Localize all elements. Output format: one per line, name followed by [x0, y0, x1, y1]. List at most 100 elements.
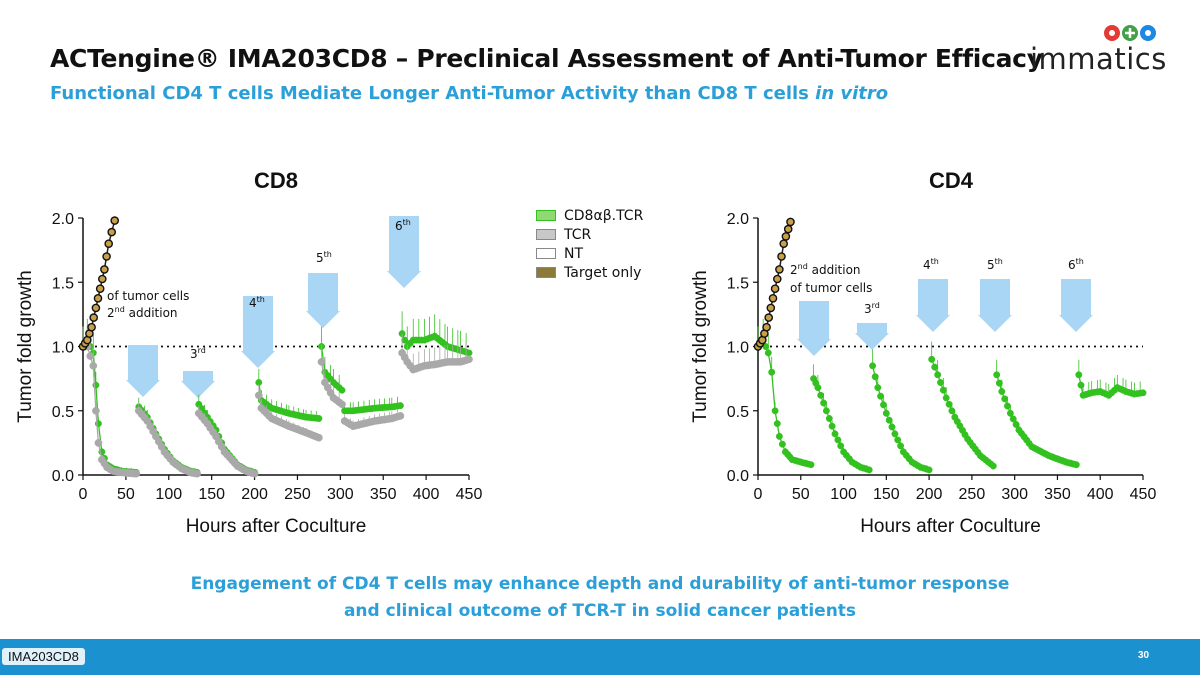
- data-point: [315, 415, 323, 422]
- data-point: [401, 336, 409, 344]
- data-point: [95, 284, 105, 293]
- data-point: [91, 303, 101, 313]
- data-point: [87, 322, 96, 332]
- subtitle-main: Functional CD4 T cells Mediate Longer An…: [50, 83, 816, 104]
- addition-label-line2: of tumor cells: [790, 281, 872, 295]
- legend-swatch: [536, 248, 556, 259]
- series-cd8tcr: [754, 318, 1147, 474]
- x-tick-label: 150: [198, 486, 225, 503]
- x-tick-label: 450: [1130, 486, 1157, 503]
- data-point: [89, 361, 98, 370]
- data-point: [775, 432, 783, 440]
- series-tcr: [79, 326, 473, 478]
- tumor-addition-arrow-icon: [855, 323, 889, 350]
- legend-swatch: [536, 267, 556, 278]
- x-tick-label: 450: [456, 486, 483, 503]
- data-point: [934, 371, 942, 379]
- series-cd8tcr: [79, 311, 473, 476]
- addition-label: 3rd: [864, 301, 880, 316]
- data-point: [882, 409, 890, 417]
- data-point: [396, 412, 405, 420]
- data-point: [1072, 461, 1080, 469]
- data-point: [762, 322, 771, 332]
- x-tick-label: 100: [155, 486, 182, 503]
- data-point: [1077, 381, 1085, 389]
- tumor-addition-arrow-icon: [306, 273, 340, 328]
- addition-label: 2nd addition: [790, 262, 861, 277]
- data-point: [107, 227, 116, 237]
- data-point: [865, 466, 873, 474]
- y-axis-label: Tumor fold growth: [15, 270, 36, 422]
- data-point: [338, 386, 346, 394]
- data-point: [837, 442, 845, 450]
- series-targetonly: [78, 216, 119, 351]
- conclusion-line-1: Engagement of CD4 T cells may enhance de…: [190, 574, 1010, 594]
- data-point: [1012, 421, 1020, 428]
- y-tick-label: 2.0: [727, 211, 749, 228]
- x-tick-label: 400: [1087, 486, 1114, 503]
- y-tick-label: 1.0: [52, 340, 74, 357]
- y-tick-label: 0.5: [52, 404, 74, 421]
- x-tick-label: 100: [830, 486, 857, 503]
- data-point: [831, 430, 839, 438]
- data-point: [783, 224, 793, 234]
- data-point: [93, 293, 103, 303]
- x-axis-label: Hours after Coculture: [860, 516, 1041, 537]
- conclusion-line-2: and clinical outcome of TCR-T in solid c…: [343, 601, 857, 621]
- data-point: [939, 386, 947, 394]
- y-tick-label: 2.0: [52, 211, 74, 228]
- data-point: [766, 303, 776, 313]
- x-tick-label: 350: [1044, 486, 1071, 503]
- y-tick-label: 1.0: [727, 340, 749, 357]
- data-point: [869, 362, 877, 370]
- data-point: [993, 371, 1001, 379]
- data-point: [828, 422, 836, 430]
- addition-label: 5th: [316, 250, 332, 265]
- tumor-addition-arrow-icon: [978, 279, 1012, 332]
- data-point: [100, 265, 109, 274]
- x-tick-label: 300: [327, 486, 354, 503]
- data-point: [768, 293, 778, 303]
- company-logo: immatics: [1030, 22, 1167, 77]
- data-point: [465, 349, 473, 357]
- y-tick-label: 0.0: [727, 468, 749, 485]
- x-tick-label: 250: [284, 486, 311, 503]
- data-point: [925, 466, 933, 474]
- data-point: [948, 407, 956, 415]
- chart-legend: CD8αβ.TCR TCR NT Target only: [536, 206, 643, 282]
- x-tick-label: 400: [413, 486, 440, 503]
- data-point: [1001, 395, 1009, 403]
- x-tick-label: 0: [79, 486, 88, 503]
- data-point: [102, 252, 111, 261]
- tumor-addition-arrow-icon: [126, 345, 160, 397]
- data-point: [764, 349, 772, 357]
- data-point: [989, 462, 997, 470]
- x-tick-label: 150: [873, 486, 900, 503]
- legend-label: TCR: [564, 226, 592, 243]
- logo-text: immatics: [1030, 42, 1167, 76]
- x-axis-label: Hours after Coculture: [186, 516, 367, 537]
- data-point: [931, 363, 939, 371]
- tumor-addition-arrow-icon: [1059, 279, 1093, 332]
- x-tick-label: 50: [792, 486, 810, 503]
- data-point: [834, 436, 842, 444]
- data-point: [92, 406, 100, 415]
- addition-label: 4th: [249, 295, 265, 310]
- legend-swatch: [536, 229, 556, 240]
- data-point: [254, 391, 263, 400]
- addition-label: 6th: [1068, 257, 1084, 272]
- data-point: [778, 440, 786, 448]
- data-point: [880, 401, 887, 409]
- y-tick-label: 0.5: [727, 404, 749, 421]
- data-point: [786, 217, 795, 227]
- footer-bar: [0, 639, 1200, 675]
- data-point: [781, 232, 791, 241]
- addition-label: 6th: [395, 218, 411, 233]
- data-point: [885, 416, 893, 424]
- legend-item: TCR: [536, 225, 643, 244]
- addition-label: 5th: [987, 257, 1003, 272]
- data-point: [773, 420, 781, 428]
- y-tick-label: 0.0: [52, 468, 74, 485]
- data-point: [807, 461, 815, 469]
- data-point: [822, 407, 830, 415]
